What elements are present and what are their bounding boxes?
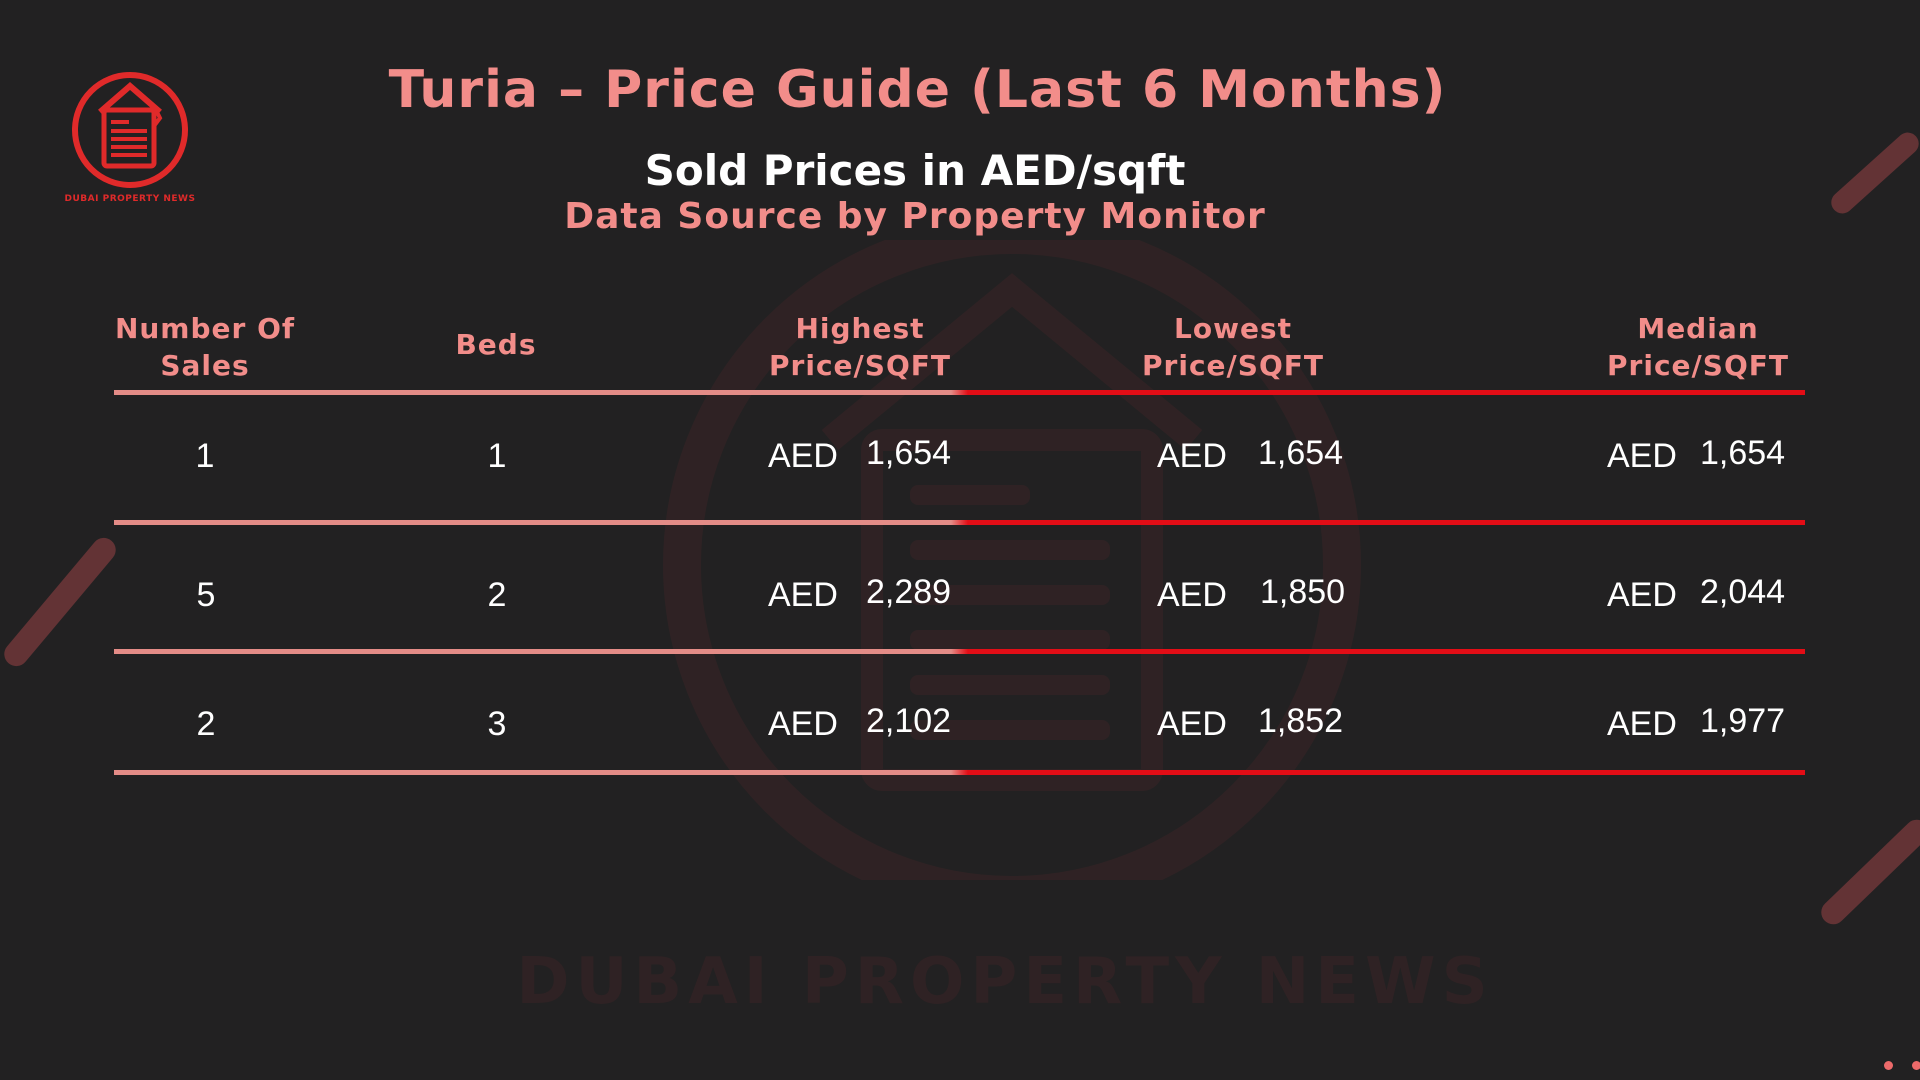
cell-median-amount: 1,654 — [1700, 434, 1786, 472]
table-divider — [114, 390, 1805, 395]
cell-beds: 2 — [487, 576, 507, 614]
cell-median-amount: 2,044 — [1700, 573, 1786, 611]
column-header-median: Median Price/SQFT — [1578, 310, 1818, 384]
column-header-lowest: Lowest Price/SQFT — [1113, 310, 1353, 384]
column-header-line: Sales — [160, 349, 250, 382]
cell-lowest-currency: AED — [1157, 705, 1227, 743]
table-divider — [114, 649, 1805, 654]
cell-median-amount: 1,977 — [1700, 702, 1786, 740]
decorative-dot — [1884, 1061, 1893, 1070]
column-header-beds: Beds — [396, 326, 596, 363]
column-header-line: Price/SQFT — [769, 349, 951, 382]
decorative-stripe — [0, 533, 121, 671]
cell-highest-amount: 1,654 — [866, 434, 952, 472]
cell-highest-amount: 2,289 — [866, 573, 952, 611]
cell-lowest-amount: 1,654 — [1258, 434, 1344, 472]
column-header-highest: Highest Price/SQFT — [740, 310, 980, 384]
cell-lowest-amount: 1,850 — [1260, 573, 1346, 611]
decorative-stripe — [1816, 814, 1920, 930]
table-divider — [114, 520, 1805, 525]
data-source: Data Source by Property Monitor — [564, 196, 1266, 237]
cell-sales: 5 — [196, 576, 216, 614]
cell-lowest-currency: AED — [1157, 576, 1227, 614]
cell-beds: 3 — [487, 705, 507, 743]
cell-highest-currency: AED — [768, 437, 838, 475]
cell-sales: 2 — [196, 705, 216, 743]
table-divider — [114, 770, 1805, 775]
cell-lowest-currency: AED — [1157, 437, 1227, 475]
column-header-line: Lowest — [1174, 312, 1292, 345]
column-header-sales: Number Of Sales — [100, 310, 310, 384]
column-header-line: Median — [1637, 312, 1759, 345]
column-header-line: Highest — [795, 312, 925, 345]
cell-lowest-amount: 1,852 — [1258, 702, 1344, 740]
column-header-line: Price/SQFT — [1142, 349, 1324, 382]
page-title: Turia – Price Guide (Last 6 Months) — [388, 60, 1447, 120]
cell-median-currency: AED — [1607, 705, 1677, 743]
cell-highest-currency: AED — [768, 576, 838, 614]
cell-highest-amount: 2,102 — [866, 702, 952, 740]
column-header-line: Number Of — [114, 312, 296, 345]
decorative-dot — [1912, 1061, 1920, 1070]
cell-beds: 1 — [487, 437, 507, 475]
cell-highest-currency: AED — [768, 705, 838, 743]
dubai-property-news-logo-icon — [72, 72, 188, 188]
watermark-text: DUBAI PROPERTY NEWS — [516, 945, 1494, 1019]
page-subtitle: Sold Prices in AED/sqft — [644, 146, 1186, 195]
decorative-stripe — [1826, 128, 1920, 218]
cell-sales: 1 — [195, 437, 215, 475]
column-header-line: Beds — [455, 328, 537, 361]
column-header-line: Price/SQFT — [1607, 349, 1789, 382]
cell-median-currency: AED — [1607, 437, 1677, 475]
logo-text: DUBAI PROPERTY NEWS — [64, 194, 196, 204]
cell-median-currency: AED — [1607, 576, 1677, 614]
